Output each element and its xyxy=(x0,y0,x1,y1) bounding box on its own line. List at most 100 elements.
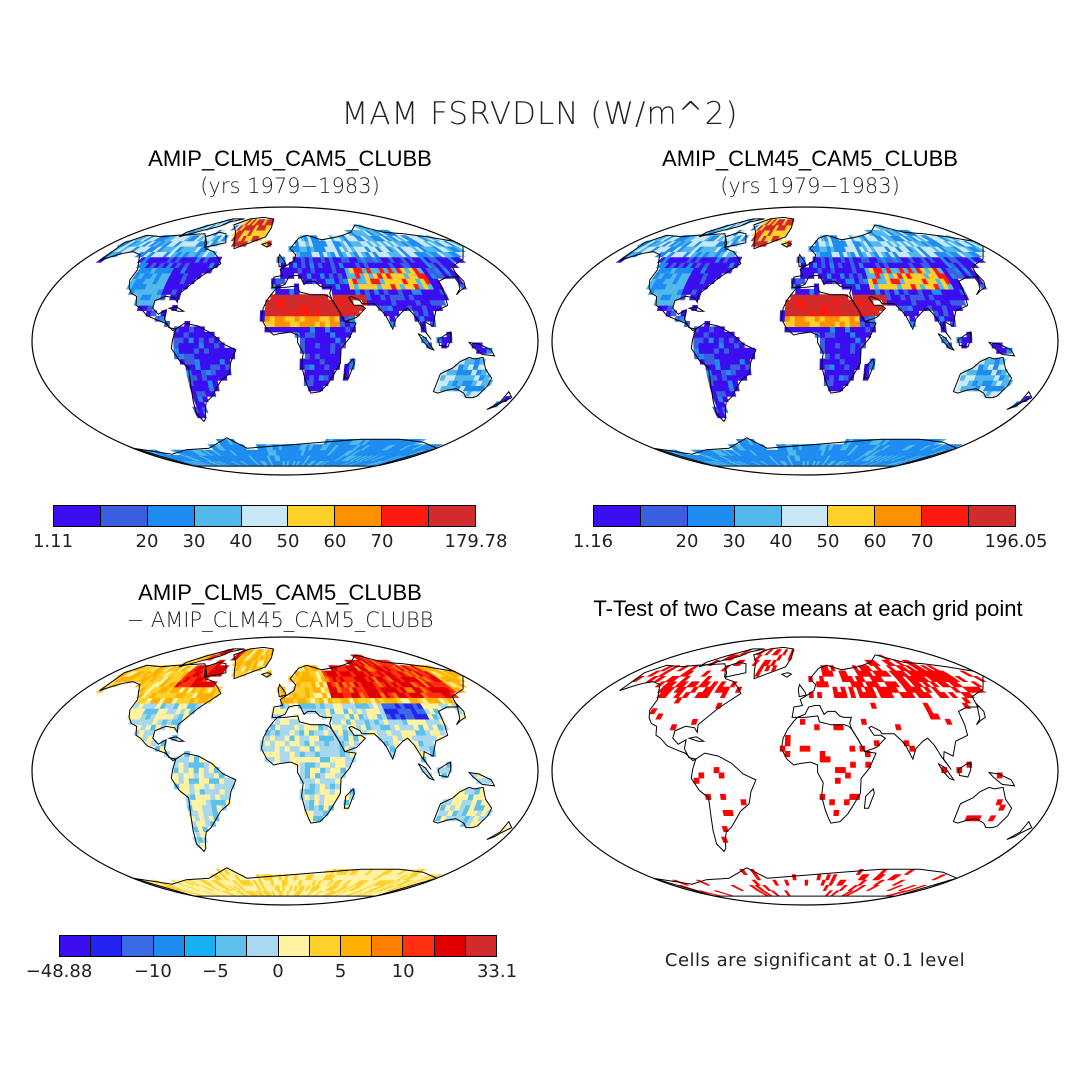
grid-cell xyxy=(269,740,276,747)
grid-cell xyxy=(203,337,210,344)
grid-cell xyxy=(844,358,851,365)
coastline-madagascar xyxy=(343,357,355,379)
grid-cell xyxy=(324,315,331,322)
grid-cell xyxy=(214,783,221,790)
grid-cell xyxy=(838,369,845,376)
grid-cell xyxy=(724,358,731,365)
grid-cell xyxy=(308,804,315,811)
grid-cell xyxy=(282,455,286,461)
grid-cell xyxy=(854,353,861,360)
grid-cell xyxy=(264,740,271,747)
grid-cell xyxy=(299,299,305,306)
grid-cell xyxy=(833,305,840,311)
coastline-borneo xyxy=(437,331,452,348)
grid-cell xyxy=(304,321,311,327)
grid-cell xyxy=(314,363,321,370)
grid-cell xyxy=(183,783,191,790)
grid-cell xyxy=(740,219,755,226)
grid-cell xyxy=(324,788,331,795)
grid-cell xyxy=(834,347,841,354)
grid-cell xyxy=(324,783,331,790)
grid-cell xyxy=(319,756,326,763)
grid-cell xyxy=(209,363,217,370)
map-border xyxy=(551,206,1059,476)
coastline-samerica xyxy=(690,322,757,423)
map-panel-tr xyxy=(551,206,1059,476)
grid-cell xyxy=(718,347,725,354)
grid-cell xyxy=(274,756,281,763)
grid-cell xyxy=(834,315,841,322)
grid-cell xyxy=(309,788,316,795)
grid-cell xyxy=(854,885,867,891)
grid-cell xyxy=(714,358,721,365)
panel-tl-title: AMIP_CLM5_CAM5_CLUBB xyxy=(148,146,432,171)
grid-cell xyxy=(860,337,867,344)
coastline-baffin xyxy=(204,231,227,248)
grid-cell xyxy=(789,315,796,322)
grid-cell xyxy=(323,799,330,806)
grid-cell xyxy=(824,337,831,344)
grid-cell xyxy=(188,347,195,354)
grid-cell xyxy=(218,777,225,784)
grid-cell xyxy=(322,810,329,816)
grid-cell xyxy=(703,337,710,344)
grid-cell xyxy=(309,761,316,768)
grid-cell xyxy=(279,745,286,752)
grid-cell xyxy=(281,449,286,456)
grid-cell xyxy=(313,810,320,816)
grid-cell xyxy=(314,358,321,365)
grid-cell xyxy=(178,326,185,333)
grid-cell xyxy=(204,788,211,795)
grid-cell xyxy=(209,353,216,360)
coastline-africa xyxy=(260,715,357,824)
grid-cell xyxy=(804,310,811,317)
grid-cell xyxy=(961,337,968,344)
grid-cell xyxy=(837,385,844,392)
grid-cell xyxy=(784,310,791,317)
grid-cell xyxy=(304,305,310,311)
grid-cell xyxy=(188,761,195,768)
grid-cell xyxy=(304,756,311,763)
coastline-antarctica xyxy=(133,437,439,467)
grid-cell xyxy=(783,890,792,897)
grid-cell xyxy=(335,342,342,349)
grid-cell xyxy=(329,315,336,322)
grid-cell xyxy=(829,369,836,376)
grid-cell xyxy=(183,342,190,349)
grid-cell xyxy=(218,347,225,354)
grid-cell xyxy=(713,331,720,338)
grid-cell xyxy=(314,799,320,806)
grid-cell xyxy=(335,767,342,774)
grid-cell xyxy=(309,342,316,349)
grid-cell xyxy=(279,305,286,311)
grid-cell xyxy=(294,724,300,731)
grid-cell xyxy=(834,342,841,349)
coastlines xyxy=(99,216,513,467)
grid-cell xyxy=(828,294,835,301)
grid-cell xyxy=(708,326,715,333)
grid-cell xyxy=(188,331,195,338)
grid-cell xyxy=(822,885,830,891)
grid-cell xyxy=(319,761,326,768)
grid-cell xyxy=(814,315,821,322)
grid-cell xyxy=(845,342,851,349)
grid-cell xyxy=(703,353,711,360)
grid-cell xyxy=(834,353,841,360)
grid-cell xyxy=(294,751,301,757)
grid-cell xyxy=(279,751,286,757)
grid-cell xyxy=(829,363,836,370)
grid-cell xyxy=(832,385,839,392)
grid-cell xyxy=(218,772,225,779)
grid-cell xyxy=(204,363,212,370)
grid-cell xyxy=(293,697,299,704)
grid-cell xyxy=(280,278,286,285)
grid-cell xyxy=(284,724,291,731)
grid-cell xyxy=(329,353,336,360)
grid-cell xyxy=(314,751,321,757)
grid-cell xyxy=(838,380,845,386)
grid-cell xyxy=(299,321,306,327)
grid-cell xyxy=(275,288,281,295)
grid-cell xyxy=(269,756,276,763)
grid-cell xyxy=(193,777,200,784)
coastlines xyxy=(619,216,1033,467)
